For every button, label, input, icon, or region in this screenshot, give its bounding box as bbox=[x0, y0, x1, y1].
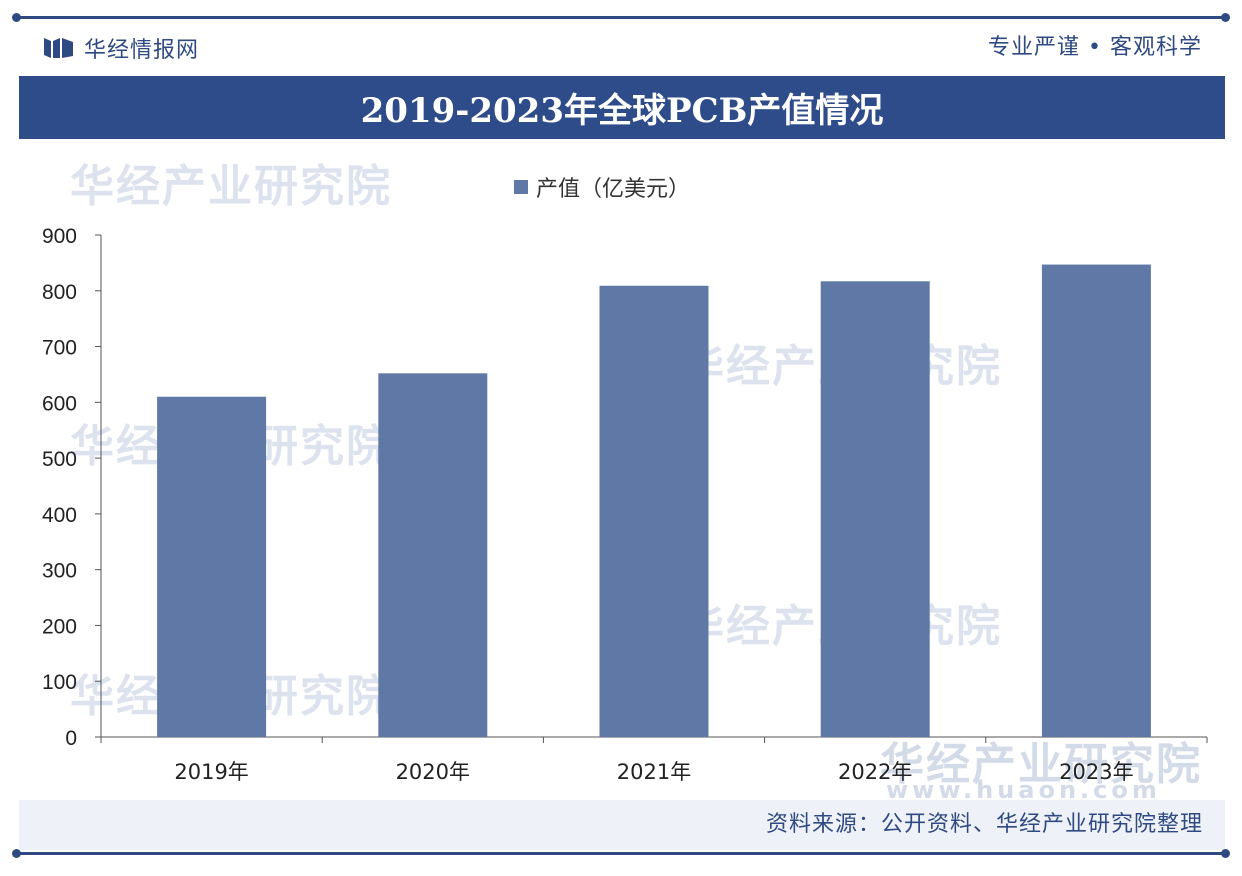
bar bbox=[1041, 264, 1151, 737]
bottom-rule bbox=[16, 852, 1226, 855]
y-tick-label: 400 bbox=[42, 504, 77, 527]
brand-name: 华经情报网 bbox=[84, 38, 200, 63]
x-tick-label: 2021年 bbox=[617, 760, 691, 784]
legend-swatch bbox=[514, 180, 528, 194]
x-axis: 2019年 2020年 2021年 2022年 2023年 bbox=[100, 736, 1208, 784]
slogan: 专业严谨 • 客观科学 bbox=[988, 35, 1202, 60]
title-band: 2019-2023年全球PCB产值情况 bbox=[19, 76, 1225, 139]
y-tick-label: 100 bbox=[42, 671, 77, 694]
watermark-url: www.huaon.com bbox=[886, 776, 1161, 804]
y-axis: 0 100 200 300 400 500 600 700 800 900 bbox=[42, 225, 102, 750]
brand: 华经情报网 bbox=[44, 30, 199, 66]
x-tick-label: 2019年 bbox=[174, 760, 248, 784]
y-tick-label: 0 bbox=[65, 727, 77, 750]
y-tick-label: 200 bbox=[42, 615, 77, 638]
watermark: 华经产业研究院 bbox=[70, 161, 392, 212]
chart-title: 2019-2023年全球PCB产值情况 bbox=[360, 91, 884, 131]
source-band: 资料来源：公开资料、华经产业研究院整理 bbox=[19, 800, 1225, 850]
bar bbox=[157, 396, 267, 737]
x-tick-label: 2023年 bbox=[1059, 760, 1133, 784]
x-tick-label: 2020年 bbox=[396, 760, 470, 784]
y-tick-label: 700 bbox=[42, 337, 77, 360]
y-tick-label: 900 bbox=[42, 225, 77, 248]
y-tick-label: 800 bbox=[42, 281, 77, 304]
top-left-dot bbox=[12, 13, 21, 22]
brand-logo-icon bbox=[44, 38, 73, 58]
source-note: 资料来源：公开资料、华经产业研究院整理 bbox=[765, 812, 1203, 837]
y-tick-label: 600 bbox=[42, 392, 77, 415]
bar bbox=[599, 285, 709, 737]
bar bbox=[820, 281, 930, 737]
top-rule bbox=[16, 16, 1226, 19]
bars bbox=[157, 264, 1151, 737]
x-tick-label: 2022年 bbox=[838, 760, 912, 784]
y-tick-label: 300 bbox=[42, 560, 77, 583]
legend-label: 产值（亿美元） bbox=[536, 177, 690, 202]
bottom-right-dot bbox=[1221, 849, 1230, 858]
bottom-left-dot bbox=[12, 849, 21, 858]
y-tick-label: 500 bbox=[42, 448, 77, 471]
watermark: 华经产业研究院 bbox=[880, 739, 1202, 790]
legend: 产值（亿美元） bbox=[514, 177, 690, 202]
top-right-dot bbox=[1221, 13, 1230, 22]
bar bbox=[378, 373, 488, 737]
